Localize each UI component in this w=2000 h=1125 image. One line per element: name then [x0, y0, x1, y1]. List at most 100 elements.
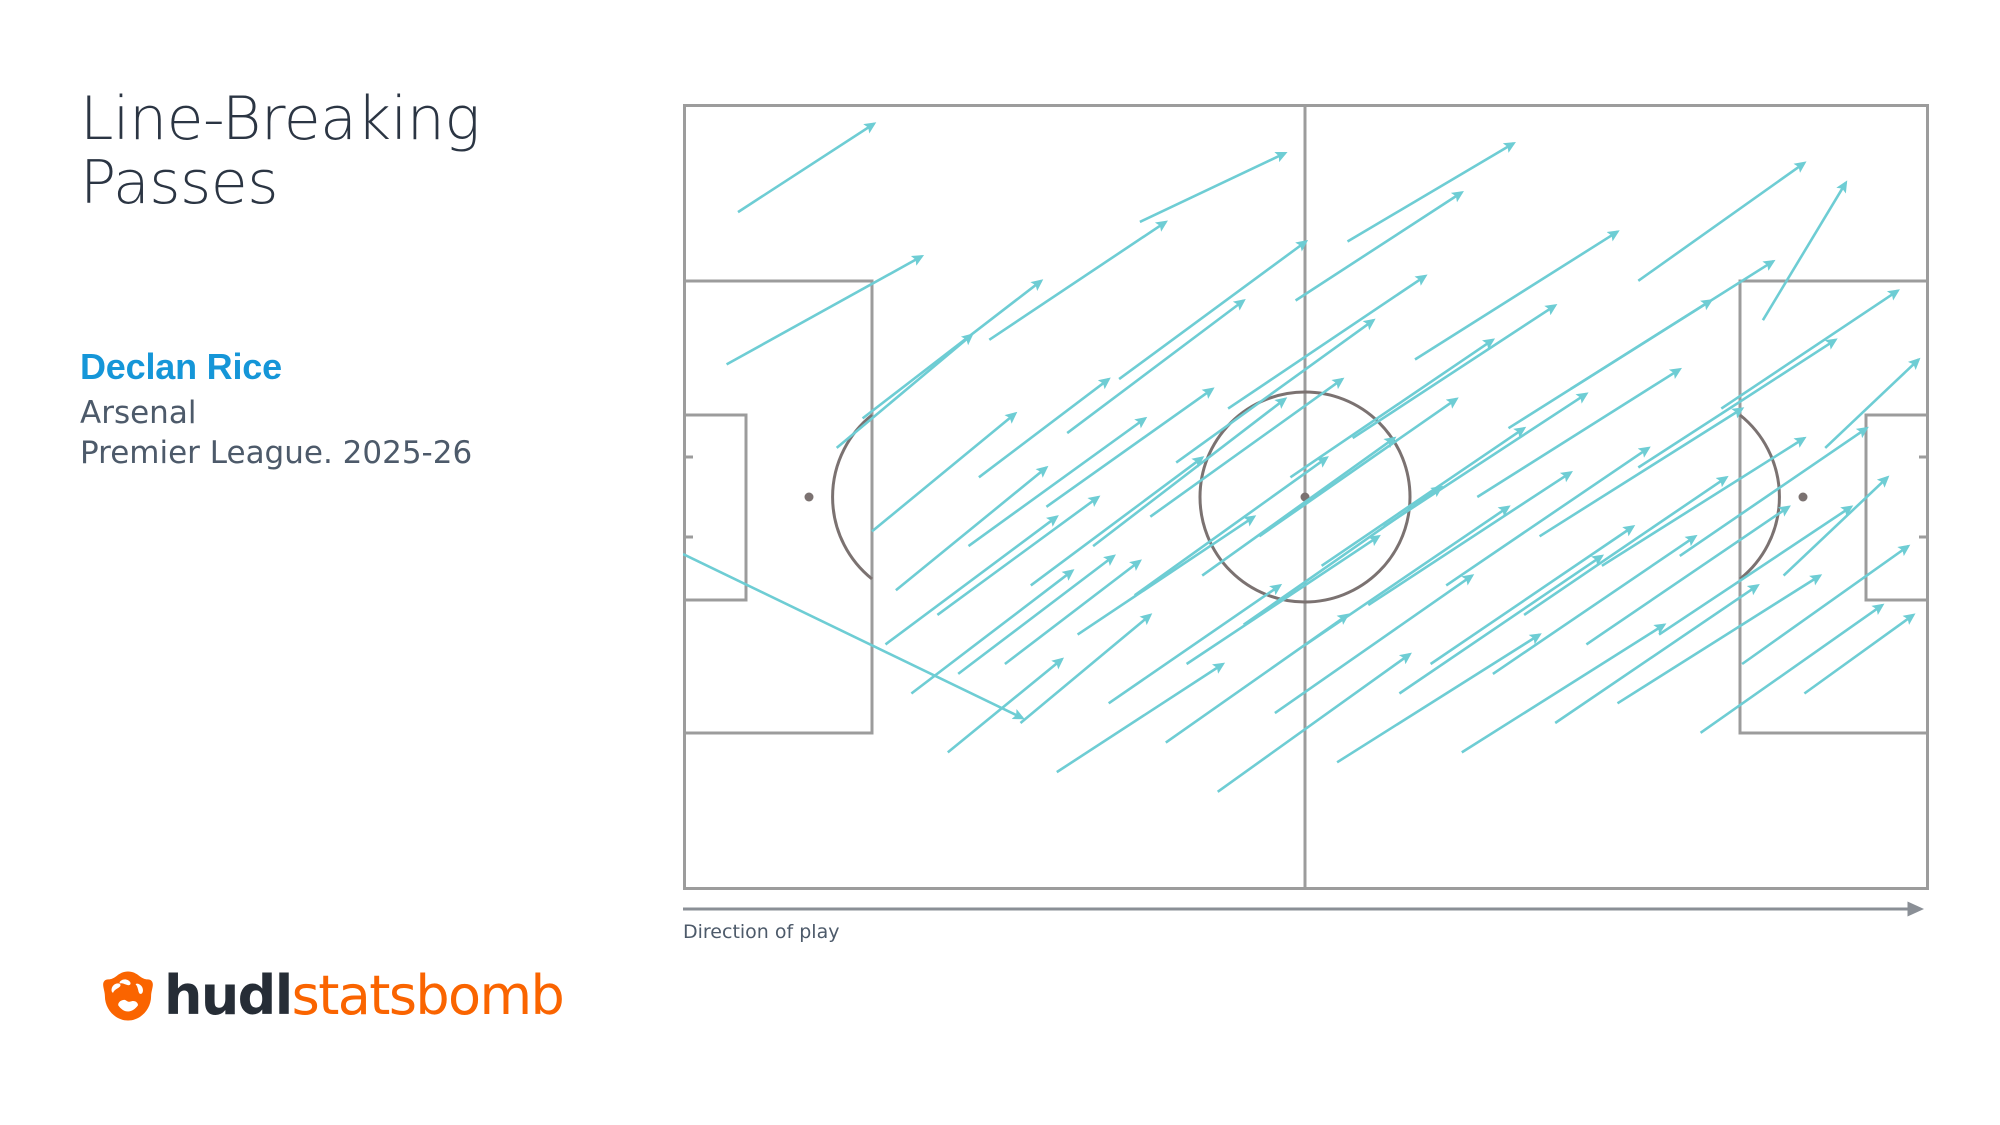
left-penalty-area — [683, 279, 874, 735]
logo-wordmark: hudlstatsbomb — [164, 969, 565, 1023]
pass-arrow — [1782, 475, 1890, 577]
logo-hudl-text: hudl — [164, 964, 293, 1027]
pass-arrow — [1019, 613, 1153, 724]
logo-statsbomb-text: statsbomb — [291, 964, 565, 1027]
pass-arrow — [1185, 534, 1381, 666]
pass-arrow — [1107, 583, 1283, 705]
right-penalty-spot — [1798, 492, 1808, 502]
right-goal-area — [1864, 413, 1929, 602]
pass-arrow — [1720, 289, 1900, 410]
pass-arrow — [1637, 161, 1807, 282]
pass-arrow — [1351, 303, 1558, 440]
pass-arrow — [895, 465, 1049, 592]
direction-of-play-label: Direction of play — [683, 921, 840, 943]
pass-arrow — [967, 416, 1148, 548]
pitch-container — [683, 104, 1929, 890]
pass-arrow — [1699, 603, 1885, 734]
pass-arrow — [683, 552, 1025, 720]
pass-arrow — [1554, 583, 1760, 725]
pass-arrow — [1679, 426, 1869, 557]
pass-arrow — [835, 333, 974, 449]
right-penalty-area — [1738, 279, 1929, 735]
pass-arrow — [1476, 367, 1682, 499]
pass-arrow — [725, 255, 925, 366]
pitch-svg — [683, 104, 1929, 890]
info-panel: Line-Breaking Passes Declan Rice Arsenal… — [0, 0, 660, 1125]
pass-arrow — [1227, 274, 1428, 410]
center-circle — [1198, 390, 1412, 604]
pass-arrow — [910, 569, 1075, 695]
pass-arrow — [1414, 230, 1620, 361]
pass-arrow — [1092, 397, 1288, 548]
pass-arrow — [1175, 318, 1376, 464]
pass-arrow — [1201, 436, 1397, 577]
pass-arrow — [1056, 662, 1226, 774]
pass-arrow — [936, 495, 1101, 616]
pass-arrow — [1367, 470, 1573, 607]
title-line-2: Passes — [80, 147, 278, 218]
page-title: Line-Breaking Passes — [80, 84, 620, 218]
pass-arrow — [988, 220, 1168, 341]
pass-arrow — [1294, 190, 1464, 302]
pass-arrow — [871, 411, 1018, 533]
pass-arrow — [1004, 559, 1142, 666]
pass-arrow — [1761, 180, 1848, 321]
pass-arrow — [1445, 446, 1651, 587]
left-penalty-arc — [831, 413, 873, 581]
pass-arrow — [1585, 505, 1791, 646]
pass-arrow — [1398, 554, 1605, 695]
pass-arrow — [1066, 298, 1246, 435]
pass-arrow — [1538, 407, 1745, 538]
pass-arrow — [946, 657, 1065, 754]
pass-arrow — [1346, 141, 1516, 243]
goal-posts — [683, 455, 1929, 539]
right-penalty-arc — [1739, 413, 1781, 581]
pass-arrow — [1305, 505, 1511, 646]
pass-arrow-layer — [683, 122, 1921, 793]
hudl-shield-icon — [103, 971, 153, 1021]
pass-arrow — [1601, 436, 1807, 567]
pass-arrow — [1289, 338, 1496, 479]
pass-arrow — [1741, 544, 1911, 666]
pass-arrow — [1118, 239, 1309, 381]
pass-arrow — [1461, 623, 1667, 754]
pass-arrow — [1258, 397, 1459, 538]
pass-arrow — [1383, 392, 1589, 528]
player-name: Declan Rice — [80, 346, 282, 387]
pass-arrow — [1149, 377, 1345, 518]
left-penalty-spot — [804, 492, 814, 502]
pass-arrow — [1139, 151, 1288, 224]
pitch-markings — [683, 104, 1929, 890]
direction-arrow-svg — [683, 901, 1924, 917]
direction-of-play: Direction of play — [683, 896, 1929, 966]
pass-arrow — [1616, 574, 1823, 705]
pass-arrow — [1492, 534, 1698, 675]
pass-arrow — [1045, 387, 1215, 508]
hudl-statsbomb-logo: hudlstatsbomb — [100, 968, 565, 1024]
pass-arrow — [1824, 357, 1921, 449]
left-goal-area — [683, 413, 748, 602]
pass-arrow — [1274, 574, 1475, 715]
pass-arrow — [1133, 456, 1329, 597]
pass-arrow — [1320, 426, 1527, 567]
pass-arrow — [1076, 515, 1257, 636]
pass-arrow — [978, 377, 1111, 479]
pass-arrow — [1030, 456, 1205, 587]
pass-arrow — [1429, 525, 1636, 666]
team-name: Arsenal — [80, 395, 197, 432]
pass-arrow — [1658, 505, 1854, 636]
pass-arrow — [1523, 475, 1729, 616]
subject-details: Declan Rice Arsenal Premier League. 2025… — [80, 346, 620, 474]
pass-arrow — [957, 554, 1116, 675]
pass-arrow — [737, 122, 877, 214]
competition-season: Premier League. 2025-26 — [80, 435, 473, 472]
title-line-1: Line-Breaking — [80, 84, 480, 154]
pass-arrow — [1336, 633, 1542, 764]
pass-arrow — [1570, 259, 1776, 390]
pass-arrow — [1216, 652, 1412, 793]
pass-arrow — [1803, 613, 1916, 695]
pass-arrow — [884, 515, 1059, 646]
pass-arrow — [861, 279, 1044, 420]
pass-arrow — [1637, 338, 1838, 469]
